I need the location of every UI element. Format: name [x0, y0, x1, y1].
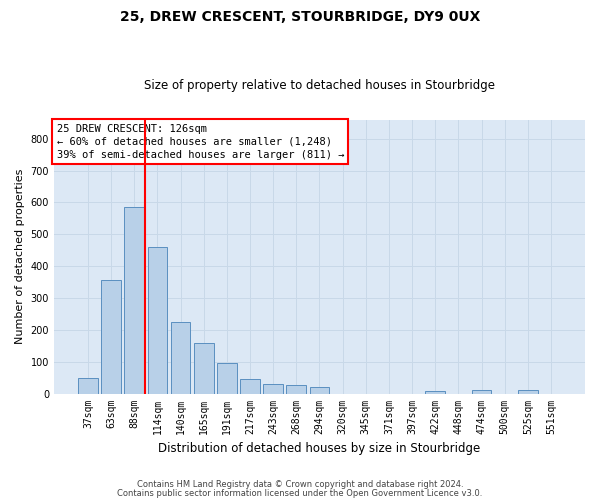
Text: 25 DREW CRESCENT: 126sqm
← 60% of detached houses are smaller (1,248)
39% of sem: 25 DREW CRESCENT: 126sqm ← 60% of detach…	[56, 124, 344, 160]
Bar	[170, 322, 190, 394]
Bar	[263, 384, 283, 394]
X-axis label: Distribution of detached houses by size in Stourbridge: Distribution of detached houses by size …	[158, 442, 481, 455]
Bar	[78, 378, 98, 394]
Bar	[101, 280, 121, 394]
Bar	[240, 379, 260, 394]
Text: Contains HM Land Registry data © Crown copyright and database right 2024.: Contains HM Land Registry data © Crown c…	[137, 480, 463, 489]
Bar	[194, 342, 214, 394]
Text: 25, DREW CRESCENT, STOURBRIDGE, DY9 0UX: 25, DREW CRESCENT, STOURBRIDGE, DY9 0UX	[120, 10, 480, 24]
Bar	[217, 364, 236, 394]
Bar	[286, 384, 306, 394]
Title: Size of property relative to detached houses in Stourbridge: Size of property relative to detached ho…	[144, 79, 495, 92]
Bar	[518, 390, 538, 394]
Bar	[425, 391, 445, 394]
Text: Contains public sector information licensed under the Open Government Licence v3: Contains public sector information licen…	[118, 488, 482, 498]
Bar	[310, 386, 329, 394]
Bar	[124, 207, 144, 394]
Bar	[472, 390, 491, 394]
Bar	[148, 247, 167, 394]
Y-axis label: Number of detached properties: Number of detached properties	[15, 169, 25, 344]
